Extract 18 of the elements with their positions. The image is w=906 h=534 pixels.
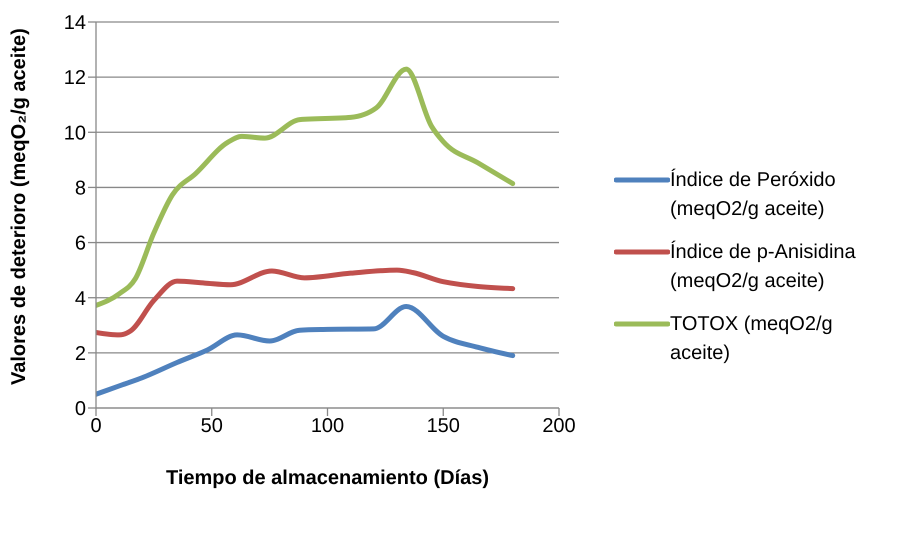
legend-label: Índice de Peróxido (meqO2/g aceite) [670, 168, 837, 222]
x-tick-label: 200 [542, 415, 576, 438]
x-tick-label: 50 [200, 415, 223, 438]
x-tick-label: 0 [90, 415, 102, 438]
y-tick-label: 14 [64, 12, 86, 34]
legend-label: Índice de p-Anisidina (meqO2/g aceite) [670, 240, 857, 294]
x-tick-label: 100 [310, 415, 344, 438]
legend-label: TOTOX (meqO2/g aceite) [670, 312, 834, 366]
y-axis-title: Valores de deterioro (meqO₂/g aceite) [8, 28, 30, 385]
x-axis-title: Tiempo de almacenamiento (Días) [166, 467, 490, 490]
y-tick-label: 8 [74, 178, 86, 200]
y-tick-label: 4 [74, 288, 86, 310]
y-tick-label: 0 [74, 398, 86, 420]
y-tick-label: 2 [74, 342, 86, 365]
y-tick-label: 6 [74, 232, 86, 255]
x-tick-label: 150 [426, 415, 460, 438]
y-tick-label: 10 [64, 122, 86, 144]
y-tick-label: 12 [64, 67, 86, 90]
